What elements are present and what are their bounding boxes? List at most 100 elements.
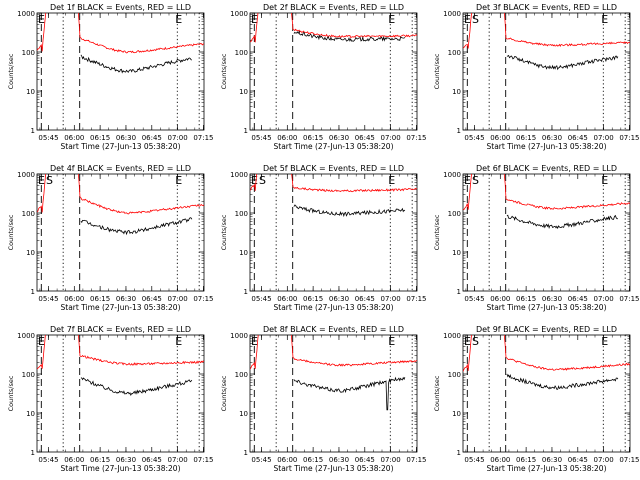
x-axis-label: Start Time (27-Jun-13 05:38:20) bbox=[61, 464, 181, 473]
marker-letter-s: S bbox=[472, 335, 479, 348]
x-tick-label: 05:45 bbox=[464, 295, 484, 303]
y-tick-label: 10 bbox=[26, 410, 35, 418]
panel-title: Det 4f BLACK = Events, RED = LLD bbox=[50, 164, 191, 173]
marker-letter-e: E bbox=[251, 335, 258, 348]
x-tick-label: 05:45 bbox=[251, 134, 271, 142]
y-tick-label: 100 bbox=[22, 49, 35, 57]
x-axis-label: Start Time (27-Jun-13 05:38:20) bbox=[274, 142, 394, 151]
marker-letter-e: E bbox=[388, 335, 395, 348]
x-tick-label: 07:15 bbox=[406, 134, 426, 142]
events-series-line bbox=[506, 373, 619, 390]
marker-letter-e: E bbox=[175, 335, 182, 348]
y-axis-label: Counts/sec bbox=[433, 214, 441, 250]
y-tick-label: 1000 bbox=[443, 10, 461, 18]
x-tick-label: 05:45 bbox=[38, 456, 58, 464]
marker-letter-e: E bbox=[251, 13, 258, 26]
x-tick-label: 07:00 bbox=[168, 134, 188, 142]
marker-letter-s: S bbox=[46, 174, 53, 187]
y-axis-label: Counts/sec bbox=[220, 375, 228, 411]
events-series-line bbox=[293, 376, 406, 411]
marker-letter-e: E bbox=[601, 174, 608, 187]
y-tick-label: 1000 bbox=[17, 171, 35, 179]
y-tick-label: 1 bbox=[457, 449, 461, 457]
detector-panel-9: Det 9f BLACK = Events, RED = LLD 1 10 100 10… bbox=[433, 325, 640, 473]
lld-series-line bbox=[250, 174, 417, 193]
x-tick-label: 06:15 bbox=[90, 456, 110, 464]
marker-letter-e: E bbox=[38, 335, 45, 348]
events-series-line bbox=[80, 54, 192, 74]
x-tick-label: 06:00 bbox=[490, 134, 510, 142]
y-tick-label: 1000 bbox=[230, 332, 248, 340]
events-series-line bbox=[80, 217, 193, 236]
plot-frame bbox=[36, 334, 205, 453]
x-tick-label: 06:00 bbox=[490, 295, 510, 303]
y-tick-label: 1 bbox=[244, 127, 248, 135]
x-tick-label: 07:15 bbox=[193, 134, 213, 142]
x-tick-label: 07:15 bbox=[406, 456, 426, 464]
y-tick-label: 100 bbox=[22, 371, 35, 379]
x-axis-label: Start Time (27-Jun-13 05:38:20) bbox=[274, 303, 394, 312]
panel-title: Det 9f BLACK = Events, RED = LLD bbox=[476, 325, 617, 334]
x-tick-label: 06:15 bbox=[303, 456, 323, 464]
y-tick-label: 1 bbox=[31, 288, 35, 296]
y-axis-label: Counts/sec bbox=[7, 53, 15, 89]
x-tick-label: 06:00 bbox=[64, 134, 84, 142]
detector-panel-4: Det 4f BLACK = Events, RED = LLD 1 10 100 10… bbox=[7, 164, 214, 312]
marker-letter-e: E bbox=[601, 335, 608, 348]
y-tick-label: 100 bbox=[448, 49, 461, 57]
lld-series-line bbox=[463, 174, 630, 211]
y-axis-label: Counts/sec bbox=[433, 53, 441, 89]
y-tick-label: 100 bbox=[448, 210, 461, 218]
x-tick-label: 07:15 bbox=[619, 456, 639, 464]
events-series-line bbox=[80, 377, 193, 397]
detector-panel-3: Det 3f BLACK = Events, RED = LLD 1 10 100 10… bbox=[433, 3, 640, 151]
y-tick-label: 10 bbox=[452, 88, 461, 96]
marker-letter-s: S bbox=[472, 13, 479, 26]
x-tick-label: 06:30 bbox=[542, 295, 562, 303]
plot-frame bbox=[249, 334, 418, 453]
y-tick-label: 100 bbox=[235, 371, 248, 379]
x-tick-label: 06:00 bbox=[277, 134, 297, 142]
x-tick-label: 06:45 bbox=[355, 295, 375, 303]
plot-frame bbox=[36, 12, 205, 131]
y-tick-label: 10 bbox=[239, 88, 248, 96]
x-tick-label: 06:45 bbox=[568, 456, 588, 464]
x-tick-label: 07:15 bbox=[619, 134, 639, 142]
marker-letter-e: E bbox=[38, 174, 45, 187]
x-tick-label: 07:15 bbox=[193, 295, 213, 303]
y-tick-label: 10 bbox=[452, 410, 461, 418]
marker-letter-e: E bbox=[251, 174, 258, 187]
events-series-line bbox=[293, 30, 406, 42]
x-tick-label: 07:15 bbox=[406, 295, 426, 303]
x-tick-label: 06:45 bbox=[142, 134, 162, 142]
x-tick-label: 06:30 bbox=[542, 456, 562, 464]
y-axis-label: Counts/sec bbox=[220, 214, 228, 250]
panel-title: Det 6f BLACK = Events, RED = LLD bbox=[476, 164, 617, 173]
events-series-line bbox=[293, 204, 406, 218]
plot-frame bbox=[462, 173, 631, 292]
x-axis-label: Start Time (27-Jun-13 05:38:20) bbox=[61, 142, 181, 151]
detector-panel-7: Det 7f BLACK = Events, RED = LLD 1 10 100 10… bbox=[7, 325, 214, 473]
y-tick-label: 1000 bbox=[17, 332, 35, 340]
lld-series-line bbox=[463, 13, 630, 49]
lld-series-line bbox=[250, 13, 417, 43]
y-tick-label: 1000 bbox=[17, 10, 35, 18]
y-tick-label: 10 bbox=[452, 249, 461, 257]
x-tick-label: 07:15 bbox=[619, 295, 639, 303]
x-tick-label: 06:15 bbox=[90, 295, 110, 303]
x-tick-label: 06:00 bbox=[64, 456, 84, 464]
x-tick-label: 06:45 bbox=[142, 295, 162, 303]
x-tick-label: 07:00 bbox=[594, 295, 614, 303]
x-tick-label: 07:00 bbox=[594, 134, 614, 142]
x-tick-label: 05:45 bbox=[38, 134, 58, 142]
plot-frame bbox=[462, 334, 631, 453]
y-axis-label: Counts/sec bbox=[7, 375, 15, 411]
plot-frame bbox=[249, 173, 418, 292]
x-tick-label: 06:30 bbox=[116, 456, 136, 464]
lld-series-line bbox=[37, 335, 204, 370]
detector-panel-6: Det 6f BLACK = Events, RED = LLD 1 10 100 10… bbox=[433, 164, 640, 312]
x-axis-label: Start Time (27-Jun-13 05:38:20) bbox=[487, 303, 607, 312]
x-tick-label: 07:00 bbox=[168, 295, 188, 303]
marker-letter-e: E bbox=[175, 174, 182, 187]
